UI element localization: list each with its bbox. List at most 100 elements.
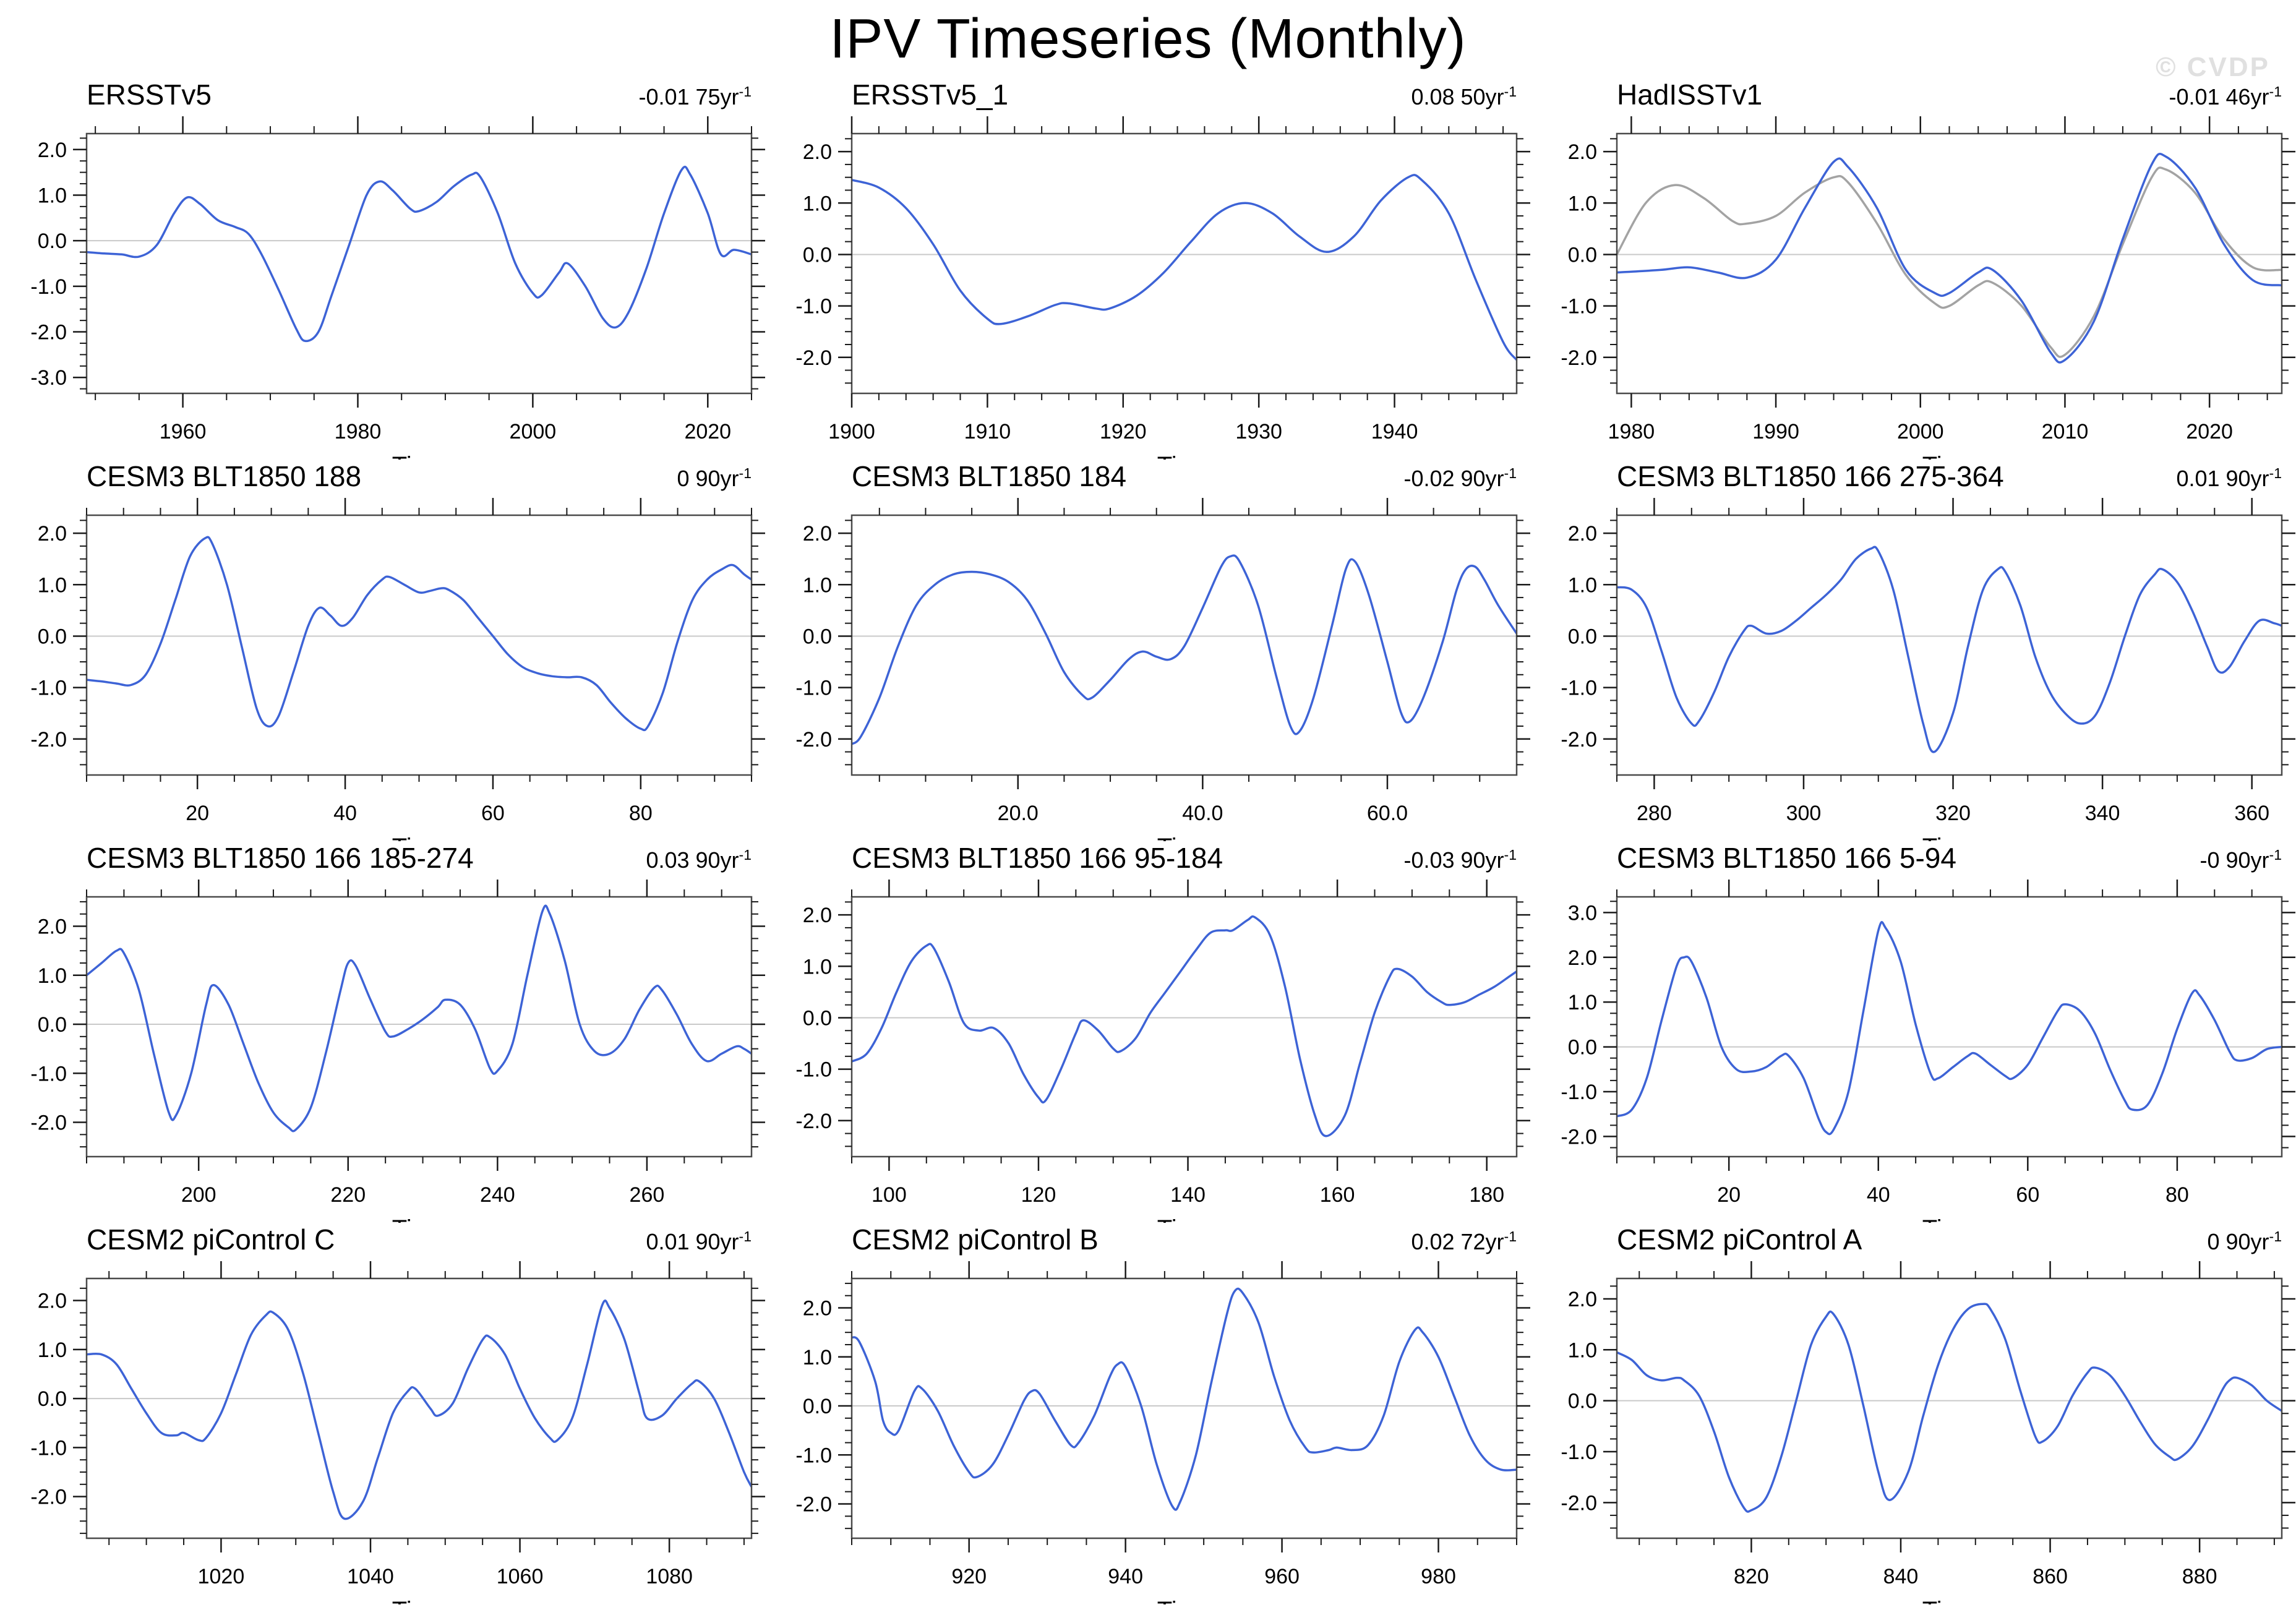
timeseries-plot: 280 300 320 340 360 2.0 1.0 0.0 -1.0 -2.0 Time	[1561, 498, 2295, 841]
svg-text:0.0: 0.0	[38, 625, 67, 648]
svg-text:1920: 1920	[1100, 420, 1147, 443]
svg-text:360: 360	[2234, 802, 2269, 825]
svg-text:-1.0: -1.0	[30, 1436, 67, 1460]
svg-text:860: 860	[2033, 1565, 2068, 1588]
svg-text:2.0: 2.0	[38, 139, 67, 162]
svg-text:100: 100	[872, 1183, 907, 1207]
svg-text:-1.0: -1.0	[795, 1444, 832, 1467]
svg-text:0.0: 0.0	[803, 1006, 832, 1030]
chart-cell-cesm2-picontrol-c: CESM2 piControl C 0.01 90yr-1 1020 1040 106…	[0, 1223, 765, 1604]
chart-title: CESM3 BLT1850 166 185-274	[87, 842, 474, 874]
chart-title: CESM3 BLT1850 166 95-184	[852, 842, 1223, 874]
svg-text:2.0: 2.0	[803, 904, 832, 927]
svg-text:Time: Time	[392, 834, 446, 841]
svg-text:1040: 1040	[347, 1565, 394, 1588]
svg-text:1020: 1020	[198, 1565, 245, 1588]
timeseries-plot: 20 40 60 80 3.0 2.0 1.0 0.0 -1.0 -2.0 Time	[1561, 880, 2295, 1223]
svg-text:2.0: 2.0	[803, 522, 832, 546]
svg-text:Time: Time	[1157, 452, 1211, 460]
svg-text:0.0: 0.0	[38, 229, 67, 253]
svg-text:-2.0: -2.0	[795, 1493, 832, 1517]
chart-title: ERSSTv5_1	[852, 79, 1009, 111]
chart-cell-cesm3-166-275-364: CESM3 BLT1850 166 275-364 0.01 90yr-1 280…	[1530, 460, 2295, 841]
chart-cell-ersstv5: ERSSTv5 -0.01 75yr-1 1960 1980 2000 2020 2.0 1…	[0, 78, 765, 460]
chart-grid: ERSSTv5 -0.01 75yr-1 1960 1980 2000 2020 2.0 1…	[0, 78, 2296, 1604]
timeseries-plot: 1980 1990 2000 2010 2020 2.0 1.0 0.0 -1.0 -2.0 Tim…	[1561, 116, 2295, 460]
svg-text:2.0: 2.0	[803, 1297, 832, 1321]
svg-text:2000: 2000	[1897, 420, 1944, 443]
svg-text:980: 980	[1421, 1565, 1456, 1588]
svg-text:40: 40	[333, 802, 357, 825]
svg-text:120: 120	[1021, 1183, 1056, 1207]
svg-text:-1.0: -1.0	[795, 295, 832, 319]
trend-label: 0.01 90yr-1	[2176, 465, 2282, 491]
trend-label: -0.01 46yr-1	[2169, 83, 2282, 109]
chart-cell-cesm3-188: CESM3 BLT1850 188 0 90yr-1 20 40 60 80 2.0 1.0…	[0, 460, 765, 841]
svg-text:240: 240	[480, 1183, 515, 1207]
svg-text:1980: 1980	[1608, 420, 1655, 443]
timeseries-plot: 1960 1980 2000 2020 2.0 1.0 0.0 -1.0 -2.0 -3.0 Tim…	[30, 116, 765, 460]
chart-title: CESM3 BLT1850 166 5-94	[1617, 842, 1956, 874]
chart-title: CESM3 BLT1850 184	[852, 460, 1127, 492]
svg-text:20: 20	[186, 802, 209, 825]
chart-title: HadISSTv1	[1617, 79, 1763, 111]
svg-text:1.0: 1.0	[38, 1338, 67, 1362]
svg-text:-2.0: -2.0	[1561, 1491, 1597, 1515]
svg-text:1.0: 1.0	[803, 192, 832, 215]
svg-text:1.0: 1.0	[38, 184, 67, 207]
svg-text:Time: Time	[1157, 1597, 1211, 1604]
svg-text:-2.0: -2.0	[795, 346, 832, 370]
svg-text:1.0: 1.0	[1568, 991, 1597, 1014]
svg-text:Time: Time	[1922, 452, 1976, 460]
svg-text:-2.0: -2.0	[795, 728, 832, 751]
svg-text:1980: 1980	[335, 420, 382, 443]
svg-text:80: 80	[629, 802, 653, 825]
svg-text:2000: 2000	[510, 420, 557, 443]
svg-text:40.0: 40.0	[1182, 802, 1223, 825]
svg-text:-2.0: -2.0	[30, 728, 67, 751]
svg-text:-1.0: -1.0	[30, 677, 67, 700]
svg-text:220: 220	[330, 1183, 366, 1207]
svg-text:340: 340	[2085, 802, 2120, 825]
svg-text:-1.0: -1.0	[30, 1062, 67, 1085]
svg-text:0.0: 0.0	[1568, 1036, 1597, 1060]
svg-text:20.0: 20.0	[998, 802, 1039, 825]
svg-text:-1.0: -1.0	[1561, 677, 1597, 700]
svg-text:2.0: 2.0	[38, 522, 67, 546]
chart-cell-ersstv5-1: ERSSTv5_1 0.08 50yr-1 1900 1910 1920 1930 194…	[765, 78, 1530, 460]
svg-text:200: 200	[181, 1183, 216, 1207]
chart-title: CESM2 piControl A	[1617, 1223, 1862, 1256]
chart-cell-hadisstv1: HadISSTv1 -0.01 46yr-1 1980 1990 2000 2010 20…	[1530, 78, 2295, 460]
svg-text:2020: 2020	[684, 420, 731, 443]
chart-cell-cesm3-184: CESM3 BLT1850 184 -0.02 90yr-1 20.0 40.0 60…	[765, 460, 1530, 841]
chart-title: CESM3 BLT1850 166 275-364	[1617, 460, 2004, 492]
chart-title: CESM2 piControl B	[852, 1223, 1099, 1256]
timeseries-plot: 20.0 40.0 60.0 2.0 1.0 0.0 -1.0 -2.0 Time	[795, 498, 1530, 841]
svg-text:1900: 1900	[828, 420, 875, 443]
svg-text:Time: Time	[1157, 834, 1211, 841]
svg-text:3.0: 3.0	[1568, 901, 1597, 925]
trend-label: 0.02 72yr-1	[1411, 1228, 1517, 1254]
svg-text:1960: 1960	[160, 420, 207, 443]
svg-text:1.0: 1.0	[38, 573, 67, 597]
svg-text:1.0: 1.0	[1568, 192, 1597, 215]
svg-text:1060: 1060	[497, 1565, 544, 1588]
svg-text:Time: Time	[392, 452, 446, 460]
svg-text:Time: Time	[1157, 1215, 1211, 1223]
trend-label: 0.03 90yr-1	[646, 847, 752, 873]
timeseries-plot: 100 120 140 160 180 2.0 1.0 0.0 -1.0 -2.0 Time	[795, 880, 1530, 1223]
timeseries-plot: 1020 1040 1060 1080 2.0 1.0 0.0 -1.0 -2.0 Time	[30, 1261, 765, 1604]
svg-text:0.0: 0.0	[803, 1395, 832, 1418]
chart-title: CESM3 BLT1850 188	[87, 460, 362, 492]
svg-text:1.0: 1.0	[38, 964, 67, 988]
svg-text:-2.0: -2.0	[1561, 728, 1597, 751]
svg-text:0.0: 0.0	[38, 1387, 67, 1411]
svg-text:1.0: 1.0	[1568, 1338, 1597, 1362]
svg-text:0.0: 0.0	[803, 243, 832, 267]
chart-cell-cesm2-picontrol-b: CESM2 piControl B 0.02 72yr-1 920 940 960 98…	[765, 1223, 1530, 1604]
svg-text:-2.0: -2.0	[30, 1486, 67, 1509]
svg-text:40: 40	[1867, 1183, 1890, 1207]
svg-text:2.0: 2.0	[38, 915, 67, 939]
svg-text:-2.0: -2.0	[795, 1110, 832, 1133]
chart-title: CESM2 piControl C	[87, 1223, 335, 1256]
